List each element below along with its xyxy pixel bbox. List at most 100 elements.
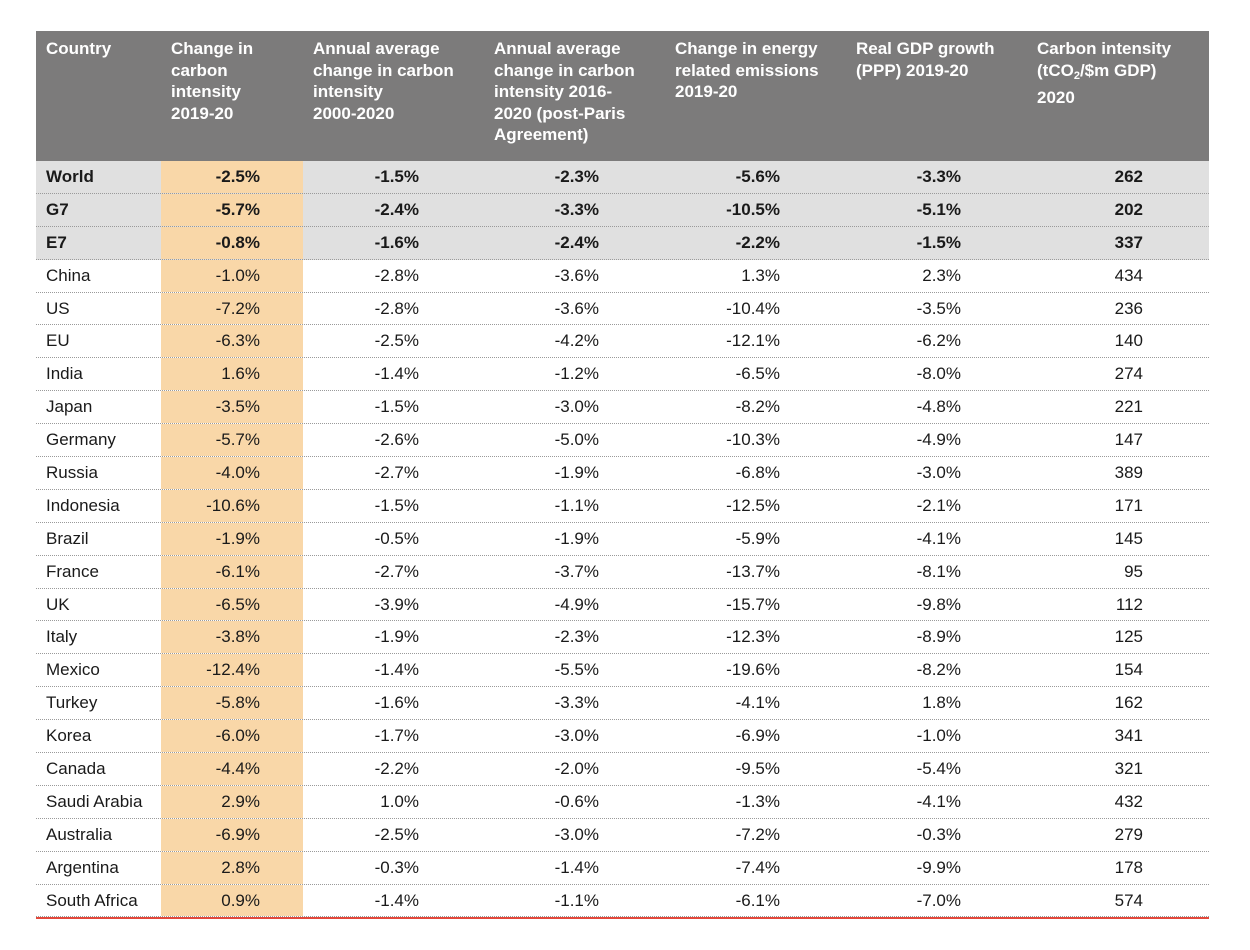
cell-annual-avg-2016-2020: -1.9% <box>554 462 599 482</box>
cell-gdp-growth: -4.1% <box>916 791 961 811</box>
table-row: China -1.0% -2.8% -3.6% 1.3% 2.3% 434 <box>36 259 1209 293</box>
cell-annual-avg-2000-2020: -1.6% <box>374 232 419 252</box>
cell-carbon-intensity-2020: 162 <box>1114 693 1143 713</box>
cell-annual-avg-2000-2020: -1.4% <box>374 660 419 680</box>
cell-annual-avg-2016-2020: -1.9% <box>554 528 599 548</box>
cell-change-carbon-intensity: -6.9% <box>161 818 303 851</box>
table-row: Saudi Arabia 2.9% 1.0% -0.6% -1.3% -4.1% 432 <box>36 785 1209 819</box>
cell-change-carbon-intensity: -7.2% <box>161 292 303 325</box>
table-row: Indonesia -10.6% -1.5% -1.1% -12.5% -2.1% 171 <box>36 489 1209 523</box>
cell-change-carbon-intensity: -1.9% <box>161 522 303 555</box>
cell-annual-avg-2000-2020: -1.5% <box>374 495 419 515</box>
cell-carbon-intensity-2020: 202 <box>1114 199 1143 219</box>
cell-carbon-intensity-2020: 262 <box>1114 166 1143 186</box>
cell-change-carbon-intensity: -10.6% <box>161 489 303 522</box>
cell-annual-avg-2000-2020: -2.4% <box>374 199 419 219</box>
cell-annual-avg-2000-2020: -2.7% <box>374 462 419 482</box>
cell-country: E7 <box>46 232 67 252</box>
table-row: E7 -0.8% -1.6% -2.4% -2.2% -1.5% 337 <box>36 226 1209 260</box>
cell-gdp-growth: -2.1% <box>916 495 961 515</box>
cell-annual-avg-2000-2020: -2.7% <box>374 561 419 581</box>
header-annual-avg-2016-2020: Annual average change in carbon intensit… <box>494 39 635 144</box>
cell-annual-avg-2000-2020: 1.0% <box>380 791 419 811</box>
cell-country: Turkey <box>46 693 98 713</box>
table-row: Russia -4.0% -2.7% -1.9% -6.8% -3.0% 389 <box>36 457 1209 490</box>
cell-energy-emissions: -12.3% <box>726 627 780 647</box>
cell-country: Canada <box>46 758 106 778</box>
cell-annual-avg-2000-2020: -2.2% <box>374 758 419 778</box>
cell-country: Germany <box>46 430 116 450</box>
cell-annual-avg-2000-2020: -2.5% <box>374 824 419 844</box>
cell-carbon-intensity-2020: 147 <box>1114 430 1143 450</box>
cell-change-carbon-intensity: -4.0% <box>161 457 303 489</box>
cell-change-carbon-intensity: -1.0% <box>161 259 303 292</box>
cell-annual-avg-2000-2020: -2.8% <box>374 298 419 318</box>
cell-change-carbon-intensity: -4.4% <box>161 753 303 785</box>
table-row: Brazil -1.9% -0.5% -1.9% -5.9% -4.1% 145 <box>36 522 1209 556</box>
cell-gdp-growth: -1.0% <box>916 726 961 746</box>
cell-energy-emissions: -8.2% <box>735 397 780 417</box>
cell-country: South Africa <box>46 890 138 910</box>
cell-change-carbon-intensity: -0.8% <box>161 226 303 259</box>
cell-country: Australia <box>46 824 113 844</box>
cell-carbon-intensity-2020: 125 <box>1114 627 1143 647</box>
cell-carbon-intensity-2020: 236 <box>1114 298 1143 318</box>
cell-gdp-growth: -1.5% <box>916 232 961 252</box>
cell-country: UK <box>46 594 70 614</box>
cell-annual-avg-2016-2020: -3.0% <box>554 824 599 844</box>
cell-annual-avg-2016-2020: -1.2% <box>554 364 599 384</box>
cell-annual-avg-2000-2020: -2.5% <box>374 331 419 351</box>
cell-annual-avg-2016-2020: -2.3% <box>554 166 599 186</box>
cell-carbon-intensity-2020: 274 <box>1114 364 1143 384</box>
cell-carbon-intensity-2020: 178 <box>1114 857 1143 877</box>
cell-change-carbon-intensity: 2.8% <box>161 851 303 884</box>
cell-carbon-intensity-2020: 112 <box>1115 594 1143 614</box>
cell-annual-avg-2000-2020: -1.4% <box>374 364 419 384</box>
table-row: Italy -3.8% -1.9% -2.3% -12.3% -8.9% 125 <box>36 621 1209 655</box>
header-gdp-growth: Real GDP growth (PPP) 2019-20 <box>856 39 995 80</box>
table-row: Australia -6.9% -2.5% -3.0% -7.2% -0.3% 279 <box>36 818 1209 852</box>
cell-annual-avg-2016-2020: -2.0% <box>554 758 599 778</box>
cell-change-carbon-intensity: -5.8% <box>161 687 303 720</box>
cell-carbon-intensity-2020: 321 <box>1114 758 1143 778</box>
cell-carbon-intensity-2020: 171 <box>1114 495 1143 515</box>
header-energy-emissions: Change in energy related emissions 2019-… <box>675 39 819 101</box>
table-row: G7 -5.7% -2.4% -3.3% -10.5% -5.1% 202 <box>36 193 1209 227</box>
table-row: UK -6.5% -3.9% -4.9% -15.7% -9.8% 112 <box>36 588 1209 622</box>
cell-gdp-growth: -5.4% <box>916 758 961 778</box>
table-row: Turkey -5.8% -1.6% -3.3% -4.1% 1.8% 162 <box>36 687 1209 721</box>
cell-change-carbon-intensity: -5.7% <box>161 193 303 226</box>
cell-annual-avg-2016-2020: -2.3% <box>554 627 599 647</box>
cell-change-carbon-intensity: 1.6% <box>161 358 303 391</box>
cell-annual-avg-2000-2020: -0.3% <box>374 857 419 877</box>
cell-change-carbon-intensity: -5.7% <box>161 424 303 457</box>
cell-gdp-growth: -0.3% <box>916 824 961 844</box>
cell-energy-emissions: -7.4% <box>735 857 780 877</box>
table-row: South Africa 0.9% -1.4% -1.1% -6.1% -7.0% 574 <box>36 884 1209 918</box>
cell-annual-avg-2016-2020: -1.1% <box>554 495 599 515</box>
table-body: World -2.5% -1.5% -2.3% -5.6% -3.3% 262 G7 -5.7%… <box>36 161 1209 918</box>
cell-energy-emissions: -2.2% <box>735 232 780 252</box>
carbon-intensity-table: Country Change in carbon intensity 2019-… <box>36 31 1209 918</box>
cell-annual-avg-2016-2020: -5.0% <box>554 430 599 450</box>
cell-annual-avg-2000-2020: -2.8% <box>374 265 419 285</box>
cell-energy-emissions: -1.3% <box>735 791 780 811</box>
cell-country: Argentina <box>46 857 119 877</box>
cell-gdp-growth: 1.8% <box>922 693 961 713</box>
cell-energy-emissions: -4.1% <box>735 693 780 713</box>
cell-change-carbon-intensity: -6.5% <box>161 588 303 621</box>
table-row: Germany -5.7% -2.6% -5.0% -10.3% -4.9% 147 <box>36 424 1209 458</box>
cell-gdp-growth: -3.3% <box>916 166 961 186</box>
cell-gdp-growth: -4.9% <box>916 430 961 450</box>
cell-annual-avg-2016-2020: -1.4% <box>554 857 599 877</box>
cell-carbon-intensity-2020: 279 <box>1114 824 1143 844</box>
cell-gdp-growth: -3.5% <box>916 298 961 318</box>
cell-carbon-intensity-2020: 154 <box>1114 660 1143 680</box>
cell-annual-avg-2000-2020: -2.6% <box>374 430 419 450</box>
cell-country: Saudi Arabia <box>46 791 143 811</box>
cell-energy-emissions: -10.5% <box>726 199 780 219</box>
cell-carbon-intensity-2020: 434 <box>1114 265 1143 285</box>
cell-carbon-intensity-2020: 140 <box>1114 331 1143 351</box>
cell-gdp-growth: -8.2% <box>916 660 961 680</box>
cell-annual-avg-2000-2020: -1.5% <box>374 397 419 417</box>
